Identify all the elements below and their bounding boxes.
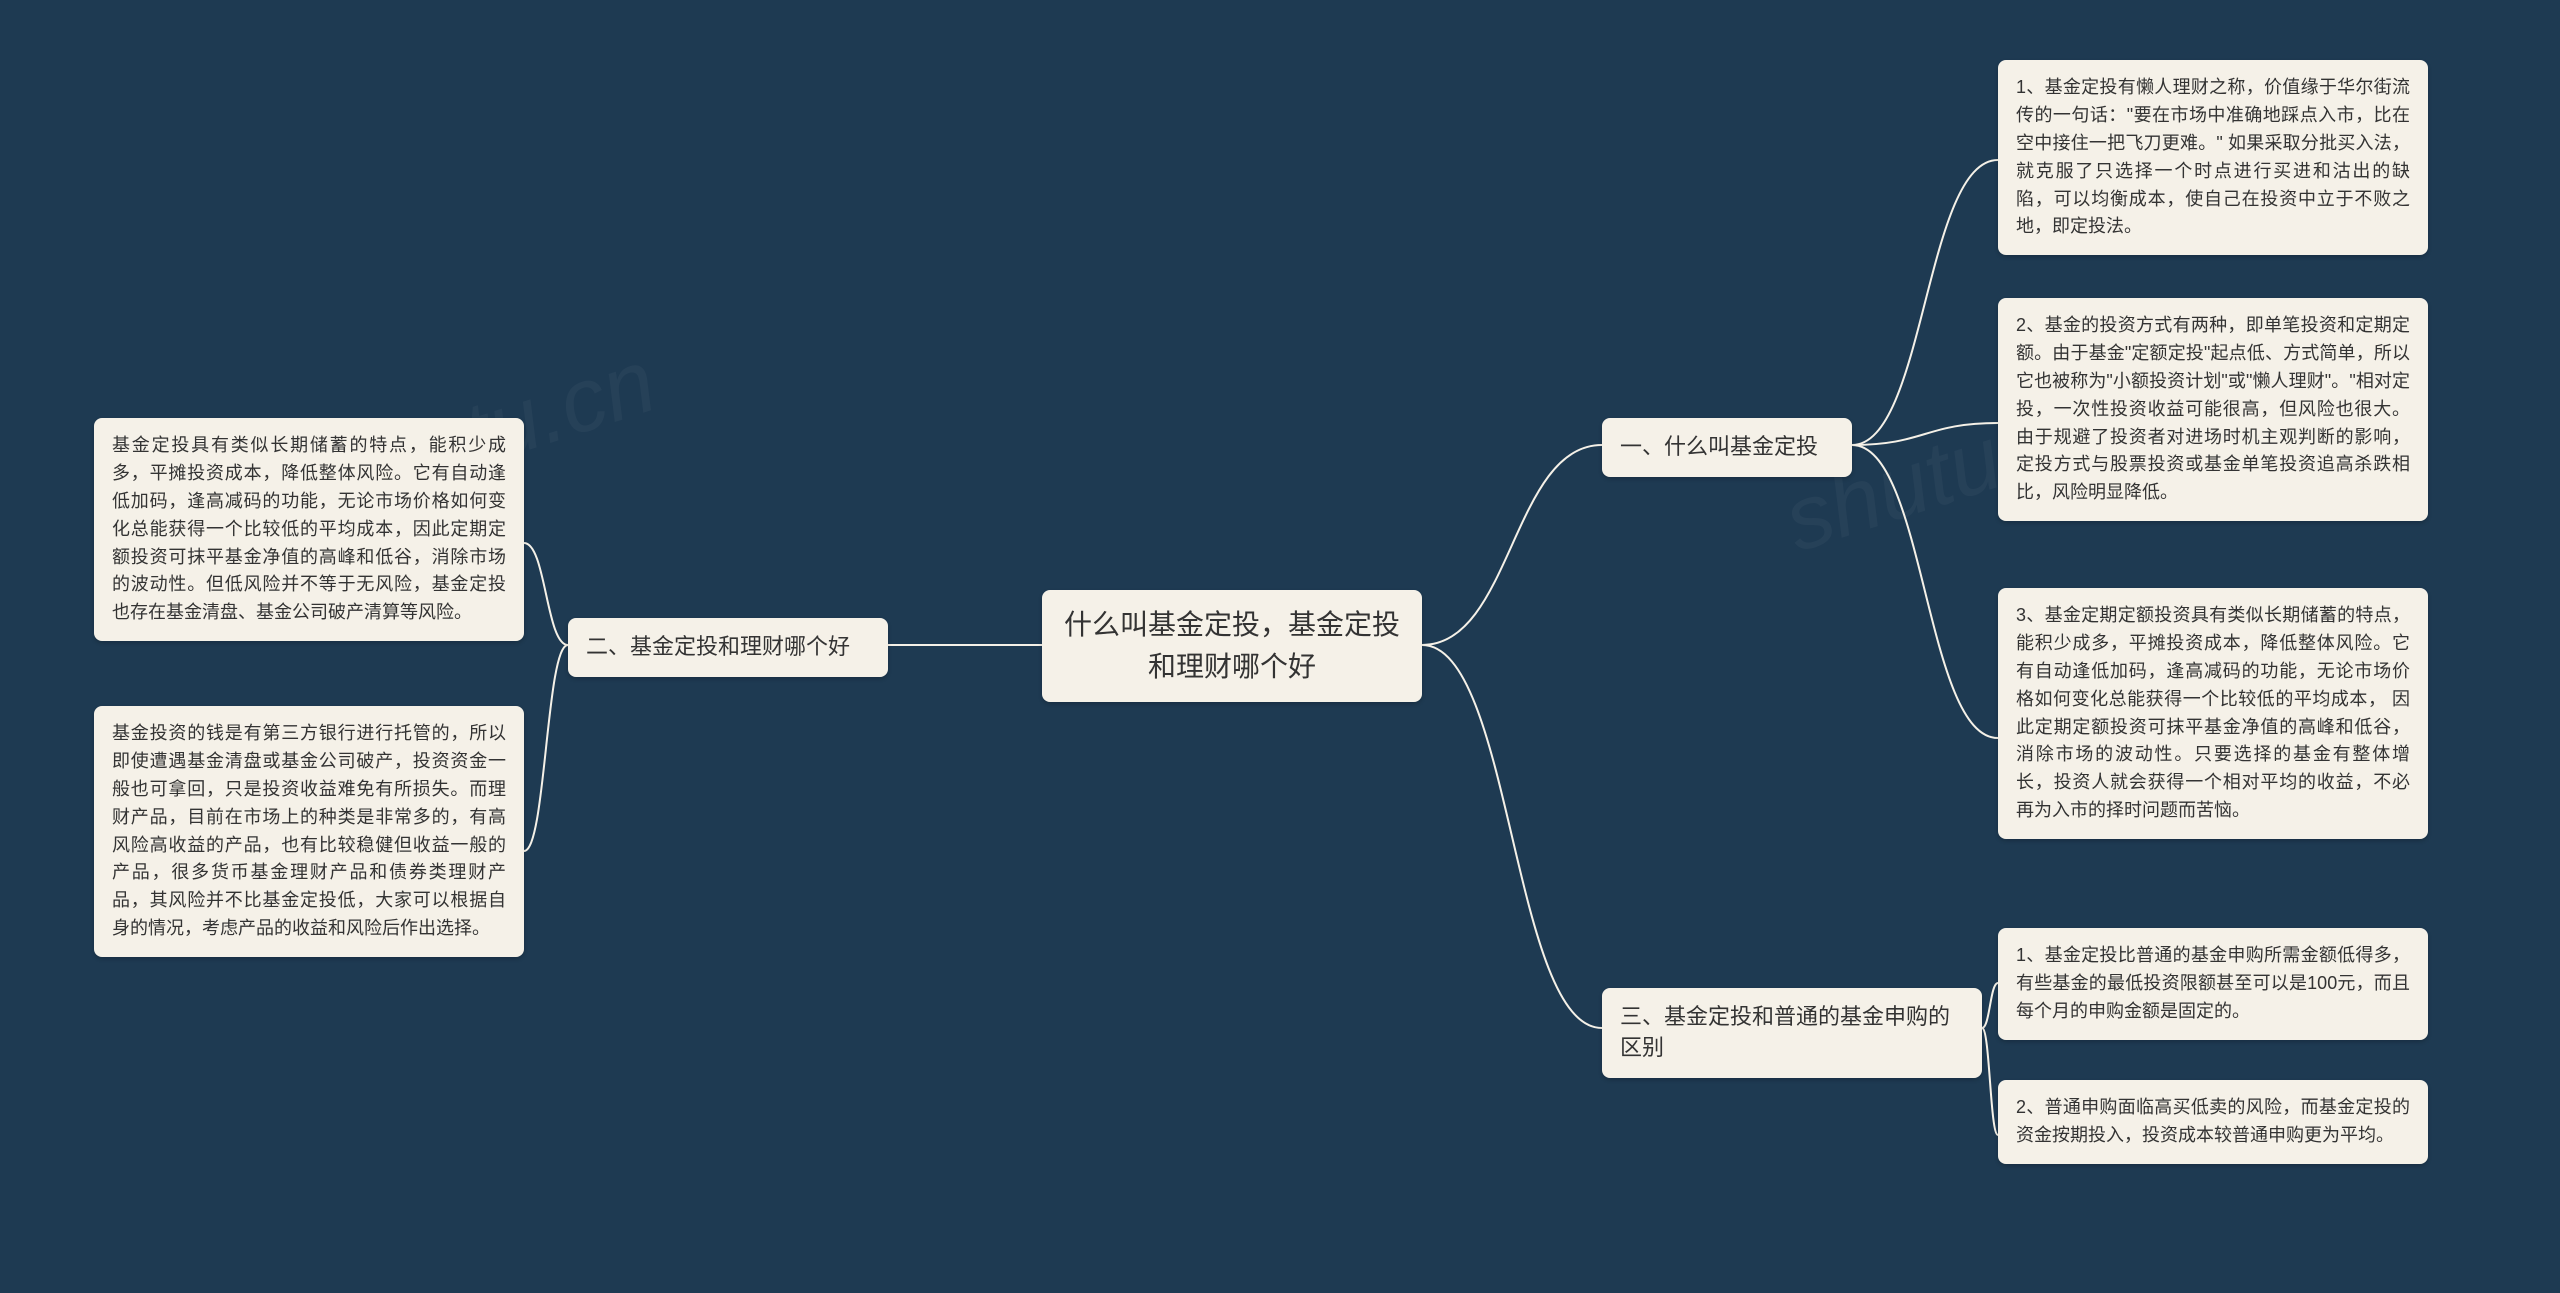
leaf-b3-1[interactable]: 1、基金定投比普通的基金申购所需金额低得多，有些基金的最低投资限额甚至可以是10… <box>1998 928 2428 1040</box>
branch-2-text: 二、基金定投和理财哪个好 <box>586 634 850 659</box>
root-text: 什么叫基金定投，基金定投和理财哪个好 <box>1064 609 1400 682</box>
leaf-b1-1[interactable]: 1、基金定投有懒人理财之称，价值缘于华尔街流传的一句话："要在市场中准确地踩点入… <box>1998 60 2428 255</box>
leaf-b3-2-text: 2、普通申购面临高买低卖的风险，而基金定投的资金按期投入，投资成本较普通申购更为… <box>2016 1097 2410 1145</box>
branch-3[interactable]: 三、基金定投和普通的基金申购的区别 <box>1602 988 1982 1078</box>
branch-1-text: 一、什么叫基金定投 <box>1620 434 1818 459</box>
leaf-b3-1-text: 1、基金定投比普通的基金申购所需金额低得多，有些基金的最低投资限额甚至可以是10… <box>2016 945 2410 1021</box>
branch-3-text: 三、基金定投和普通的基金申购的区别 <box>1620 1004 1950 1060</box>
branch-2[interactable]: 二、基金定投和理财哪个好 <box>568 618 888 677</box>
leaf-b1-3-text: 3、基金定期定额投资具有类似长期储蓄的特点，能积少成多，平摊投资成本，降低整体风… <box>2016 605 2410 820</box>
leaf-b1-2-text: 2、基金的投资方式有两种，即单笔投资和定期定额。由于基金"定额定投"起点低、方式… <box>2016 315 2410 502</box>
leaf-b1-1-text: 1、基金定投有懒人理财之称，价值缘于华尔街流传的一句话："要在市场中准确地踩点入… <box>2016 77 2410 236</box>
leaf-b2-1-text: 基金定投具有类似长期储蓄的特点，能积少成多，平摊投资成本，降低整体风险。它有自动… <box>112 435 506 622</box>
leaf-b2-2[interactable]: 基金投资的钱是有第三方银行进行托管的，所以即使遭遇基金清盘或基金公司破产，投资资… <box>94 706 524 957</box>
leaf-b2-2-text: 基金投资的钱是有第三方银行进行托管的，所以即使遭遇基金清盘或基金公司破产，投资资… <box>112 723 506 938</box>
leaf-b2-1[interactable]: 基金定投具有类似长期储蓄的特点，能积少成多，平摊投资成本，降低整体风险。它有自动… <box>94 418 524 641</box>
leaf-b1-2[interactable]: 2、基金的投资方式有两种，即单笔投资和定期定额。由于基金"定额定投"起点低、方式… <box>1998 298 2428 521</box>
leaf-b3-2[interactable]: 2、普通申购面临高买低卖的风险，而基金定投的资金按期投入，投资成本较普通申购更为… <box>1998 1080 2428 1164</box>
leaf-b1-3[interactable]: 3、基金定期定额投资具有类似长期储蓄的特点，能积少成多，平摊投资成本，降低整体风… <box>1998 588 2428 839</box>
mindmap-root[interactable]: 什么叫基金定投，基金定投和理财哪个好 <box>1042 590 1422 702</box>
branch-1[interactable]: 一、什么叫基金定投 <box>1602 418 1852 477</box>
